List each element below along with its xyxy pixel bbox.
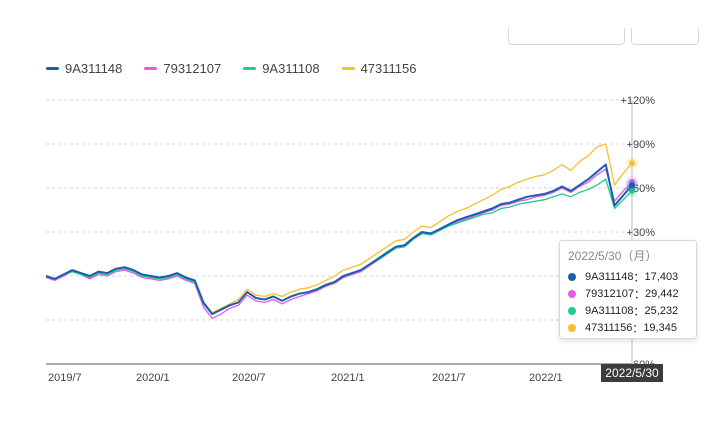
top-control-button-1[interactable]	[508, 28, 625, 45]
cursor-point	[629, 187, 635, 194]
tooltip-value: 19,345	[643, 321, 677, 334]
x-tick-labels: 2019/7 2020/1 2020/7 2021/1 2021/7 2022/1	[48, 372, 563, 384]
tooltip-row: 9A311148 ： 17,403	[568, 268, 696, 285]
cursor-point	[629, 160, 635, 167]
tooltip-dot	[568, 289, 576, 298]
tooltip-separator: ：	[633, 271, 645, 284]
x-tick-label: 2021/1	[331, 372, 365, 384]
tooltip-separator: ：	[633, 288, 645, 301]
top-control-button-2[interactable]	[631, 28, 699, 45]
series-line	[45, 178, 633, 315]
grid-lines	[46, 99, 633, 365]
series-line	[45, 143, 633, 314]
legend-label: 9A311108	[262, 61, 320, 76]
y-tick-label: +90%	[627, 139, 656, 151]
tooltip-dot	[568, 272, 576, 281]
chart-tooltip: 2022/5/30（月） 9A311148 ： 17,403 79312107 …	[559, 240, 697, 339]
tooltip-separator: ：	[632, 322, 644, 335]
chart-legend: 9A311148 79312107 9A311108 47311156	[46, 61, 416, 76]
tooltip-series-name: 9A311108	[585, 304, 634, 317]
tooltip-dot	[568, 323, 576, 332]
legend-swatch	[144, 67, 158, 70]
legend-item[interactable]: 9A311148	[46, 61, 122, 76]
legend-item[interactable]: 9A311108	[243, 61, 320, 76]
tooltip-value: 25,232	[644, 304, 679, 317]
legend-label: 9A311148	[65, 61, 123, 76]
legend-item[interactable]: 79312107	[144, 61, 221, 76]
legend-label: 79312107	[163, 61, 222, 76]
tooltip-value: 17,403	[644, 270, 679, 283]
series-lines	[45, 143, 633, 320]
y-tick-label: +120%	[620, 95, 655, 107]
tooltip-series-name: 79312107	[585, 287, 634, 300]
tooltip-row: 79312107 ： 29,442	[568, 285, 696, 302]
cursor-date-badge: 2022/5/30	[601, 364, 663, 382]
legend-swatch	[341, 67, 355, 70]
legend-label: 47311156	[360, 61, 417, 76]
y-tick-label: +30%	[627, 227, 656, 239]
x-tick-label: 2021/7	[432, 372, 466, 384]
x-tick-label: 2020/1	[136, 372, 170, 384]
series-line	[45, 168, 633, 320]
series-line	[45, 163, 633, 316]
tooltip-row: 9A311108 ： 25,232	[568, 302, 696, 319]
tooltip-row: 47311156 ： 19,345	[568, 319, 696, 336]
legend-item[interactable]: 47311156	[341, 61, 417, 76]
x-tick-label: 2020/7	[232, 372, 266, 384]
cursor-markers	[626, 157, 638, 197]
tooltip-date: 2022/5/30（月）	[568, 249, 658, 263]
tooltip-value: 29,442	[644, 287, 679, 300]
x-tick-label: 2022/1	[529, 372, 563, 384]
cursor-point	[629, 182, 635, 189]
tooltip-dot	[568, 306, 576, 315]
x-tick-label: 2019/7	[48, 372, 82, 384]
legend-swatch	[46, 67, 59, 70]
tooltip-series-name: 9A311148	[585, 270, 634, 283]
tooltip-separator: ：	[633, 305, 645, 318]
tooltip-series-name: 47311156	[585, 321, 633, 334]
legend-swatch	[243, 67, 257, 70]
